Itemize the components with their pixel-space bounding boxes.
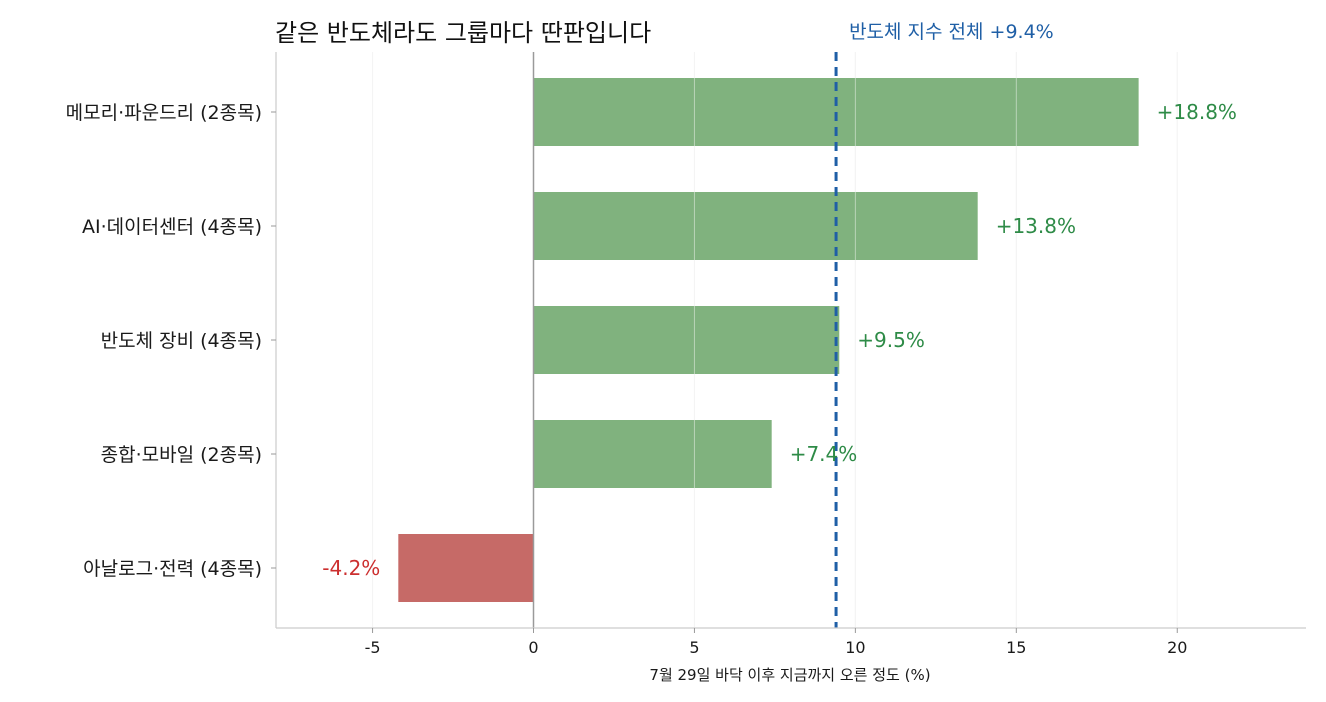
category-label-1: AI·데이터센터 (4종목) [82,216,262,238]
x-tick-label-1: 0 [528,638,538,657]
value-label-4: -4.2% [322,556,380,580]
value-label-1: +13.8% [996,214,1076,238]
value-label-3: +7.4% [790,442,858,466]
x-tick-label-5: 20 [1167,638,1187,657]
x-tick-label-4: 15 [1006,638,1026,657]
overlay-layer [372,52,1178,628]
x-axis-title: 7월 29일 바닥 이후 지금까지 오른 정도 (%) [649,666,930,684]
reference-line-label: 반도체 지수 전체 +9.4% [849,21,1054,43]
category-label-4: 아날로그·전력 (4종목) [83,558,262,580]
grid-layer [372,52,1178,628]
chart-title: 같은 반도체라도 그룹마다 딴판입니다 [275,19,651,47]
category-label-2: 반도체 장비 (4종목) [101,330,262,352]
bar-1 [533,192,978,260]
bar-layer [398,78,1139,602]
bar-3 [533,420,772,488]
x-tick-label-2: 5 [689,638,699,657]
x-tick-label-0: -5 [365,638,381,657]
bar-4 [398,534,534,602]
category-label-3: 종합·모바일 (2종목) [101,444,262,466]
x-tick-label-3: 10 [845,638,865,657]
label-layer: 반도체 지수 전체 +9.4% -5 0 5 10 15 20 메모리·파운드리 (2종목) A… [66,21,1237,657]
value-label-2: +9.5% [857,328,925,352]
axis-layer [271,52,1306,633]
value-label-0: +18.8% [1157,100,1237,124]
bar-2 [533,306,840,374]
category-label-0: 메모리·파운드리 (2종목) [66,102,262,124]
